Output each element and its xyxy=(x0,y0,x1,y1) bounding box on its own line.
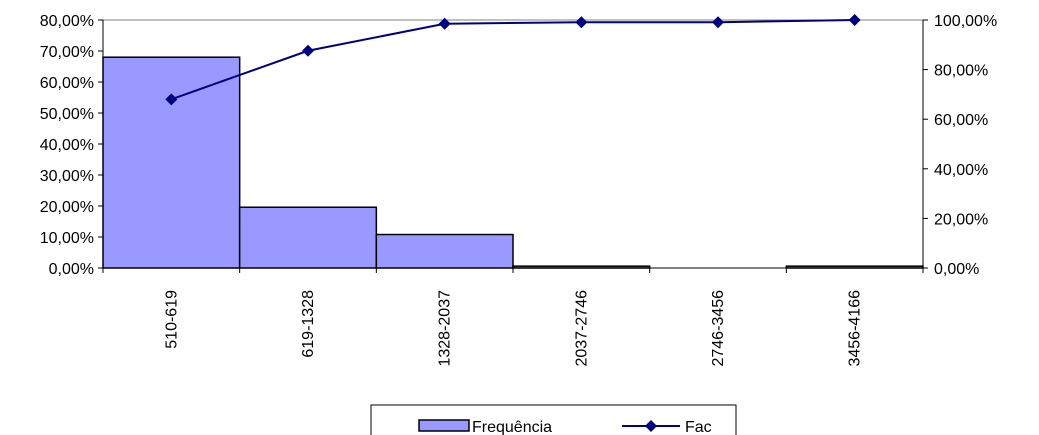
left-axis-tick-label: 30,00% xyxy=(40,168,94,185)
left-axis-tick-label: 50,00% xyxy=(40,106,94,123)
category-label: 619-1328 xyxy=(300,290,317,358)
left-axis-tick-label: 60,00% xyxy=(40,75,94,92)
fac-point xyxy=(575,16,588,29)
line-series xyxy=(165,14,861,106)
legend: Frequência Fac xyxy=(370,404,737,435)
legend-label-frequencia: Frequência xyxy=(472,419,552,435)
right-axis-tick-label: 20,00% xyxy=(934,211,988,228)
right-axis-tick-label: 40,00% xyxy=(934,162,988,179)
fac-point xyxy=(712,16,724,29)
right-axis-ticks: 0,00% 20,00% 40,00% 60,00% 80,00% 100,00% xyxy=(923,13,997,278)
legend-label-fac: Fac xyxy=(685,419,712,435)
fac-point xyxy=(165,93,178,106)
left-axis-tick-label: 10,00% xyxy=(40,230,94,247)
fac-point xyxy=(438,17,451,30)
right-axis-tick-label: 0,00% xyxy=(934,261,979,278)
legend-bar-swatch xyxy=(418,419,470,432)
legend-line-marker xyxy=(645,420,657,432)
fac-line xyxy=(170,19,855,101)
category-label: 2037-2746 xyxy=(573,290,590,367)
left-axis-ticks: 0,00% 10,00% 20,00% 30,00% 40,00% 50,00% 60,00… xyxy=(40,13,103,278)
left-axis-tick-label: 40,00% xyxy=(40,137,94,154)
category-label: 2746-3456 xyxy=(710,290,727,367)
category-label: 3456-4166 xyxy=(847,290,864,367)
right-axis-tick-label: 100,00% xyxy=(934,13,997,30)
left-axis-tick-label: 80,00% xyxy=(40,13,94,30)
bar-series xyxy=(102,56,924,269)
bar xyxy=(102,56,241,269)
category-label: 1328-2037 xyxy=(437,290,454,367)
fac-point xyxy=(848,14,861,26)
right-axis-tick-label: 80,00% xyxy=(934,63,988,80)
fac-point xyxy=(302,44,314,57)
bar xyxy=(238,206,378,269)
bar xyxy=(375,233,514,269)
right-axis-tick-label: 60,00% xyxy=(934,112,988,129)
category-label: 510-619 xyxy=(163,290,180,349)
category-labels: 510-619 619-1328 1328-2037 2037-2746 2746-34… xyxy=(163,290,863,367)
left-axis-tick-label: 0,00% xyxy=(49,261,94,278)
left-axis-tick-label: 70,00% xyxy=(40,44,94,61)
left-axis-tick-label: 20,00% xyxy=(40,199,94,216)
axes xyxy=(102,19,924,273)
